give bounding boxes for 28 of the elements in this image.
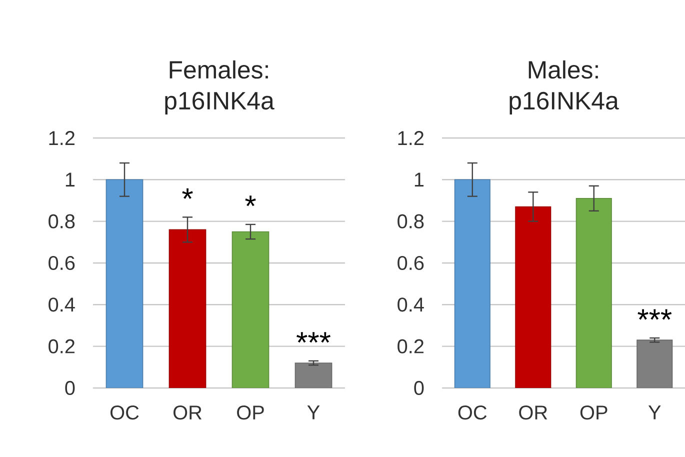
annotation: * xyxy=(182,188,193,199)
y-tick-label: 1 xyxy=(414,172,424,187)
annotation: *** xyxy=(638,309,672,320)
y-tick-label: 0.6 xyxy=(398,256,424,270)
x-tick-label: OC xyxy=(458,406,487,420)
y-tick-label: 0.4 xyxy=(398,298,424,312)
x-tick-label: Y xyxy=(648,406,661,420)
annotation: * xyxy=(245,196,256,206)
chart-title: Males: p16INK4a xyxy=(510,60,619,114)
x-tick-label: Y xyxy=(307,406,320,420)
y-tick-label: 0 xyxy=(414,380,424,396)
x-tick-label: OR xyxy=(174,406,202,420)
y-tick-label: 1 xyxy=(66,172,75,187)
y-tick-label: 0.2 xyxy=(398,339,424,354)
y-tick-label: 0.2 xyxy=(48,339,74,354)
y-tick-label: 0.6 xyxy=(48,256,75,270)
x-tick-label: OR xyxy=(519,406,548,420)
chart-title: Females: p16INK4a xyxy=(165,60,274,114)
x-tick-label: OP xyxy=(580,406,608,420)
annotation: *** xyxy=(296,332,330,343)
x-tick-label: OP xyxy=(237,406,264,420)
y-tick-label: 0.8 xyxy=(398,214,424,228)
y-tick-label: 1.2 xyxy=(398,131,424,145)
y-tick-label: 1.2 xyxy=(49,131,74,145)
x-tick-label: OC xyxy=(110,406,139,420)
y-tick-label: 0.4 xyxy=(48,298,75,312)
y-tick-label: 0.8 xyxy=(48,214,75,228)
y-tick-label: 0 xyxy=(65,380,75,396)
